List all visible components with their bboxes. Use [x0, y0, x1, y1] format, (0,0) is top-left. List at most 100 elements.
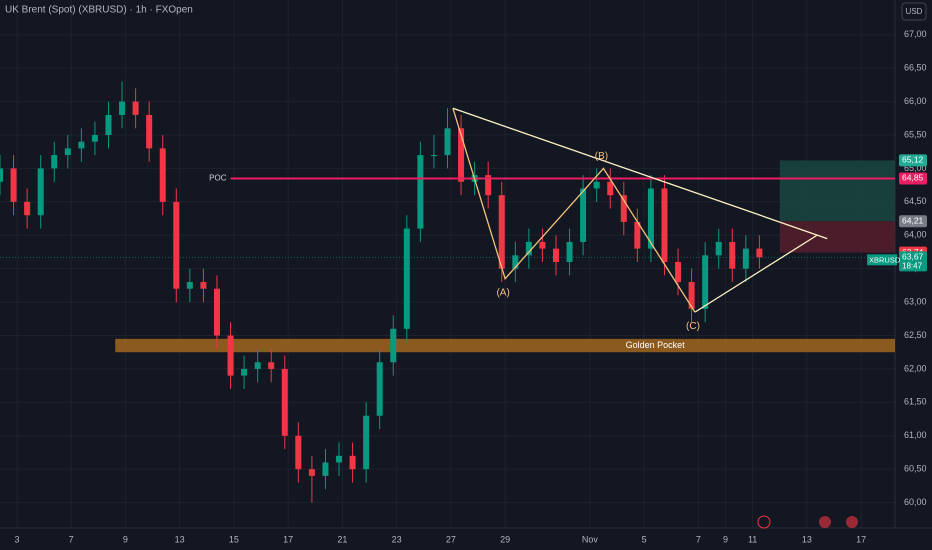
- candle-body: [0, 168, 3, 182]
- candle-body: [485, 175, 492, 196]
- x-tick-label: 13: [175, 534, 185, 544]
- candle-body: [702, 255, 709, 309]
- candle-body: [661, 188, 668, 262]
- candle-body: [580, 188, 587, 242]
- candle-body: [241, 368, 248, 376]
- currency-button[interactable]: [901, 2, 927, 21]
- candle-body: [539, 241, 546, 249]
- candle-body: [336, 455, 343, 463]
- candle-body: [634, 221, 641, 249]
- y-tick-label: 65,50: [904, 129, 927, 139]
- x-tick-label: 11: [748, 534, 757, 544]
- event-icon[interactable]: [819, 516, 831, 528]
- candle-body: [268, 362, 275, 369]
- candle-body: [376, 362, 383, 416]
- candle-body: [688, 282, 695, 309]
- wave-label: (B): [595, 151, 608, 162]
- y-tick-label: 62,50: [904, 330, 927, 340]
- candle-body: [132, 101, 139, 115]
- currency[interactable]: USD: [906, 7, 923, 16]
- candle-body: [10, 168, 17, 202]
- candle-body: [444, 128, 451, 156]
- candle-body: [458, 128, 465, 182]
- last-price-badge: [899, 251, 927, 272]
- y-tick-label: 65,00: [904, 163, 927, 173]
- price-badge-label: 64,21: [902, 215, 924, 225]
- price-badge: [899, 215, 927, 228]
- x-tick-label: 17: [283, 534, 293, 544]
- event-icon[interactable]: [757, 515, 771, 529]
- candle-body: [403, 228, 410, 329]
- candle-body: [64, 148, 71, 156]
- wave-path: [452, 108, 696, 313]
- x-tick-label: 21: [337, 534, 347, 544]
- y-tick-label: 64,00: [904, 230, 927, 240]
- x-tick-label: 29: [500, 534, 510, 544]
- x-tick-label: 9: [123, 534, 128, 544]
- y-tick-label: 60,00: [904, 497, 927, 507]
- candle-body: [363, 415, 370, 470]
- x-tick-label: 7: [69, 534, 74, 544]
- candle-body: [119, 101, 126, 115]
- candle-body: [24, 201, 31, 216]
- x-tick-label: 27: [446, 534, 456, 544]
- candle-body: [417, 155, 424, 229]
- price-badge-label: 64,85: [902, 173, 924, 183]
- event-icon[interactable]: [846, 516, 858, 528]
- y-tick-label: 60,50: [904, 464, 927, 474]
- x-tick-label: 17: [856, 534, 866, 544]
- countdown: 18:47: [902, 261, 923, 270]
- candle-body: [295, 435, 302, 470]
- candle-body: [200, 282, 207, 289]
- candle-body: [159, 148, 166, 202]
- triangle-line: [694, 234, 818, 313]
- x-tick-label: 5: [642, 534, 647, 544]
- y-tick-label: 67,00: [904, 29, 927, 39]
- y-tick-label: 61,50: [904, 397, 927, 407]
- candle-body: [552, 248, 559, 262]
- candle-body: [322, 462, 329, 476]
- candle-body: [756, 248, 763, 258]
- candle-body: [91, 135, 98, 142]
- y-tick-label: 64,50: [904, 196, 927, 206]
- candle-body: [566, 241, 573, 262]
- wave-label: (A): [496, 287, 509, 298]
- candle-body: [173, 201, 180, 289]
- candle-body: [78, 141, 85, 149]
- poc-label: POC: [209, 174, 227, 183]
- price-badge: [899, 172, 927, 185]
- candle-body: [349, 455, 356, 470]
- symbol-label: XBRUSD: [869, 255, 901, 264]
- candle-body: [213, 288, 220, 336]
- candle-body: [647, 188, 654, 249]
- candle-body: [146, 114, 153, 149]
- price-badge-label: 65,12: [902, 155, 924, 165]
- x-tick-label: 7: [696, 534, 701, 544]
- candle-body: [675, 261, 682, 283]
- profit-zone: [779, 160, 895, 222]
- triangle-line: [452, 107, 828, 240]
- x-tick-label: 15: [229, 534, 239, 544]
- y-tick-label: 66,00: [904, 96, 927, 106]
- candle-body: [51, 155, 58, 169]
- last-price-label: 63,67: [902, 252, 924, 262]
- wave-label: (C): [686, 321, 700, 332]
- candle-body: [729, 241, 736, 269]
- candle-body: [390, 328, 397, 363]
- symbol-badge: [867, 254, 897, 266]
- x-tick-label: Nov: [582, 534, 599, 544]
- price-badge: [899, 154, 927, 167]
- y-tick-label: 66,50: [904, 63, 927, 73]
- golden-pocket-zone: [115, 338, 896, 353]
- candle-body: [742, 248, 749, 269]
- x-tick-label: 23: [392, 534, 402, 544]
- y-tick-label: 62,00: [904, 363, 927, 373]
- candle-body: [105, 114, 112, 136]
- y-tick-label: 61,00: [904, 430, 927, 440]
- x-tick-label: 3: [14, 534, 19, 544]
- candle-body: [254, 362, 261, 369]
- candle-body: [227, 335, 234, 376]
- candle-body: [593, 181, 600, 189]
